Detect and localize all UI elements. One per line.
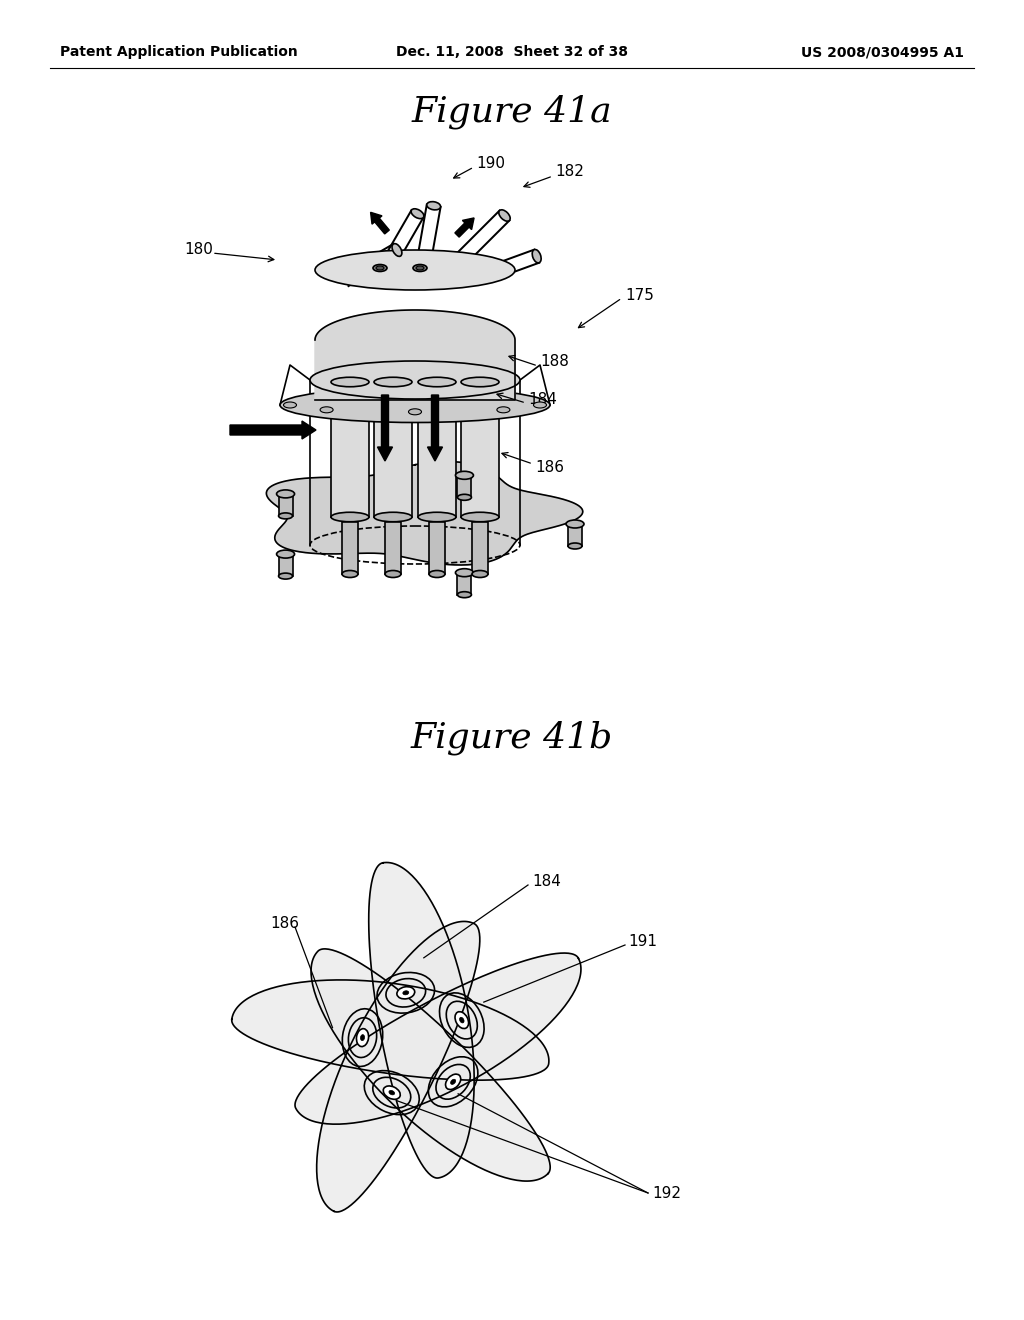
FancyArrow shape: [455, 218, 474, 238]
Ellipse shape: [458, 591, 471, 598]
Ellipse shape: [418, 512, 456, 521]
Text: Dec. 11, 2008  Sheet 32 of 38: Dec. 11, 2008 Sheet 32 of 38: [396, 45, 628, 59]
Bar: [374, 381, 412, 517]
Ellipse shape: [389, 1090, 394, 1094]
Polygon shape: [266, 462, 583, 565]
Ellipse shape: [392, 244, 401, 256]
Ellipse shape: [374, 512, 412, 521]
Text: 186: 186: [535, 461, 564, 475]
Ellipse shape: [280, 388, 550, 422]
Ellipse shape: [342, 570, 358, 578]
Bar: [461, 381, 499, 517]
Ellipse shape: [458, 494, 471, 500]
Ellipse shape: [310, 360, 520, 399]
Bar: [279, 554, 293, 576]
Ellipse shape: [472, 570, 488, 578]
Ellipse shape: [284, 403, 297, 408]
Text: Figure 41a: Figure 41a: [412, 95, 612, 129]
Ellipse shape: [456, 471, 473, 479]
Ellipse shape: [383, 1086, 400, 1100]
Bar: [418, 381, 456, 517]
Text: 191: 191: [628, 933, 657, 949]
Ellipse shape: [411, 209, 424, 219]
Ellipse shape: [427, 202, 440, 210]
Bar: [568, 524, 582, 546]
Polygon shape: [316, 921, 480, 1212]
Text: 192: 192: [652, 1185, 681, 1200]
Ellipse shape: [418, 378, 456, 387]
Ellipse shape: [534, 403, 547, 408]
Ellipse shape: [429, 570, 445, 578]
Ellipse shape: [566, 520, 584, 528]
FancyArrow shape: [230, 421, 316, 440]
Text: 190: 190: [476, 156, 505, 170]
Ellipse shape: [276, 550, 295, 558]
Text: 180: 180: [184, 243, 213, 257]
Text: US 2008/0304995 A1: US 2008/0304995 A1: [801, 45, 964, 59]
Ellipse shape: [413, 264, 427, 272]
Ellipse shape: [279, 513, 293, 519]
Text: 188: 188: [540, 355, 569, 370]
Text: 175: 175: [625, 288, 654, 302]
Ellipse shape: [385, 570, 401, 578]
Ellipse shape: [374, 378, 412, 387]
Ellipse shape: [461, 378, 499, 387]
Polygon shape: [311, 949, 550, 1181]
Text: Patent Application Publication: Patent Application Publication: [60, 45, 298, 59]
Bar: [472, 521, 488, 574]
Ellipse shape: [532, 249, 541, 263]
Ellipse shape: [416, 267, 424, 271]
Ellipse shape: [321, 407, 333, 413]
Polygon shape: [315, 310, 515, 400]
FancyArrow shape: [378, 395, 392, 461]
Ellipse shape: [460, 1018, 464, 1023]
FancyArrow shape: [427, 395, 442, 461]
Bar: [458, 475, 471, 498]
Polygon shape: [369, 862, 474, 1177]
Ellipse shape: [279, 573, 293, 579]
Ellipse shape: [451, 1080, 456, 1085]
Bar: [331, 381, 369, 517]
Ellipse shape: [373, 264, 387, 272]
Bar: [385, 521, 401, 574]
Bar: [342, 521, 358, 574]
Ellipse shape: [497, 407, 510, 413]
Ellipse shape: [331, 512, 369, 521]
Ellipse shape: [461, 512, 499, 521]
Text: 186: 186: [270, 916, 299, 931]
Ellipse shape: [360, 1035, 365, 1040]
Ellipse shape: [376, 267, 384, 271]
Ellipse shape: [397, 986, 415, 999]
Text: 184: 184: [532, 874, 561, 890]
Ellipse shape: [499, 210, 510, 222]
Bar: [279, 494, 293, 516]
Ellipse shape: [456, 569, 473, 577]
Ellipse shape: [356, 1028, 369, 1047]
Ellipse shape: [276, 490, 295, 498]
Text: Figure 41b: Figure 41b: [411, 721, 613, 755]
Ellipse shape: [409, 409, 422, 414]
Polygon shape: [295, 953, 581, 1125]
FancyArrow shape: [371, 213, 389, 234]
Ellipse shape: [568, 543, 582, 549]
Text: 184: 184: [528, 392, 557, 408]
Ellipse shape: [402, 991, 409, 995]
Bar: [429, 521, 445, 574]
Bar: [458, 573, 471, 595]
Ellipse shape: [315, 249, 515, 290]
Ellipse shape: [455, 1011, 469, 1028]
Text: 182: 182: [555, 165, 584, 180]
Ellipse shape: [331, 378, 369, 387]
Polygon shape: [231, 979, 549, 1080]
Ellipse shape: [445, 1074, 461, 1089]
